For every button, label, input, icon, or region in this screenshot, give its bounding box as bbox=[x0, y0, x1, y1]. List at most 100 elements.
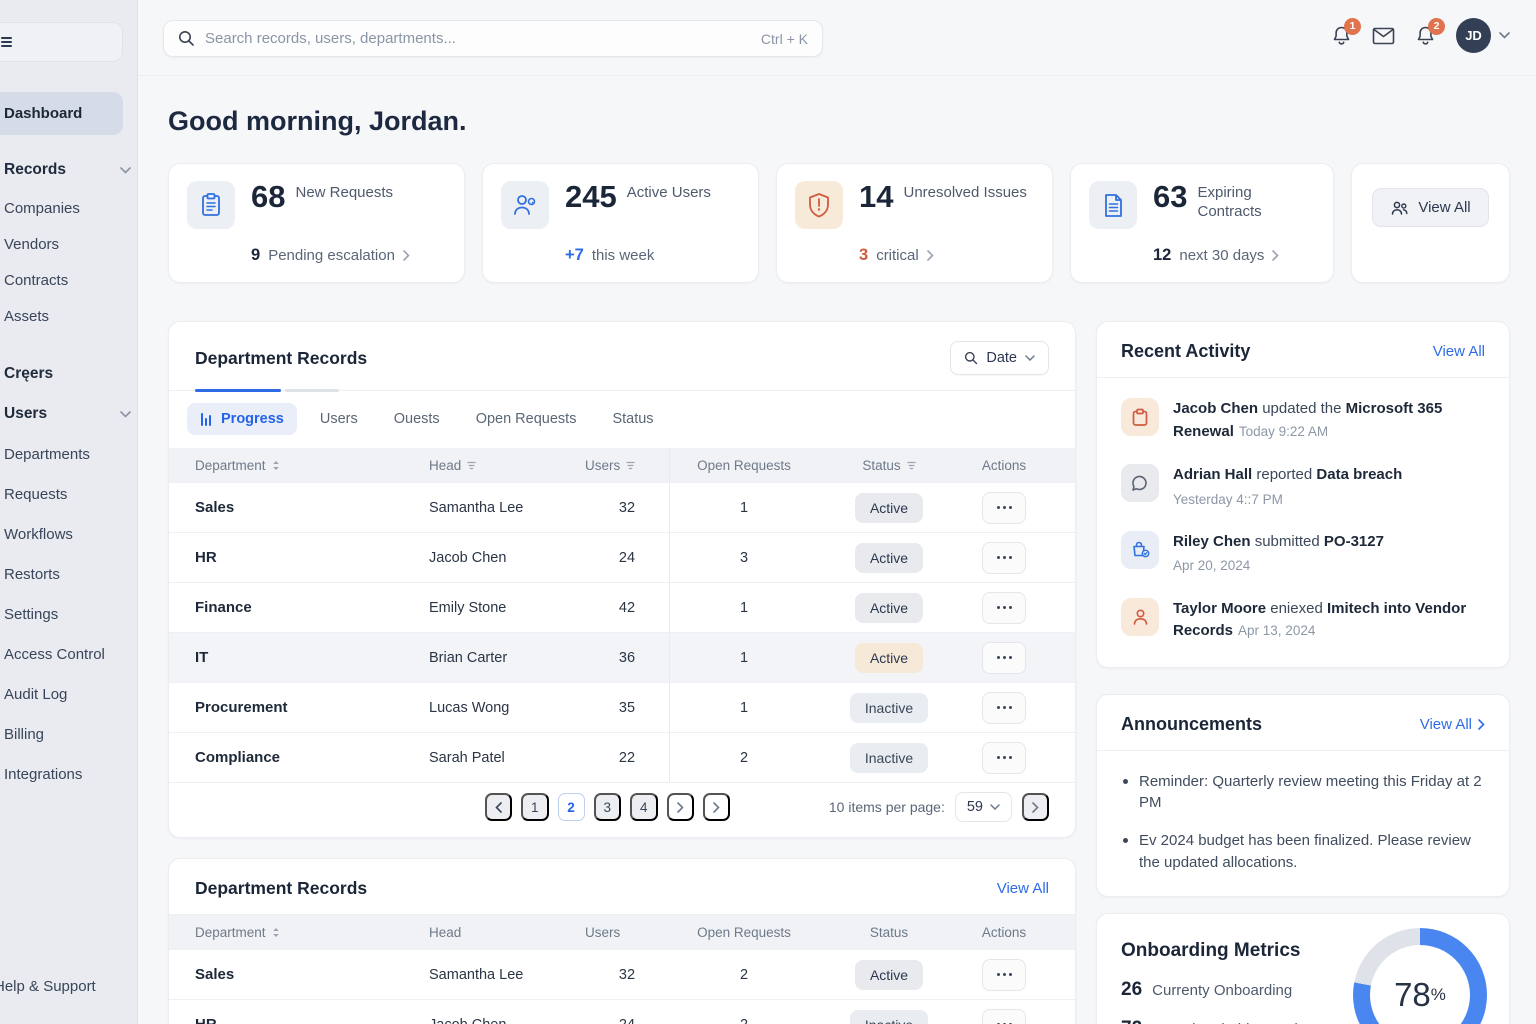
sidebar-brand-box[interactable] bbox=[0, 22, 123, 62]
chevron-right-icon bbox=[1478, 718, 1485, 730]
view-all-link[interactable]: View All bbox=[1432, 343, 1485, 360]
row-actions-button[interactable] bbox=[982, 541, 1026, 574]
status-badge: Inactive bbox=[849, 692, 929, 723]
search-input[interactable] bbox=[205, 30, 751, 47]
tab-status[interactable]: Status bbox=[612, 411, 654, 427]
sidebar-item-dashboard[interactable]: Dashboard bbox=[0, 92, 123, 135]
column-header-status[interactable]: Status bbox=[869, 924, 909, 940]
chevron-down-icon bbox=[1499, 32, 1510, 39]
document-icon bbox=[1089, 181, 1137, 229]
row-actions-button[interactable] bbox=[982, 741, 1026, 774]
table-row[interactable]: Compliance Sarah Patel 22 2 Inactive bbox=[169, 732, 1075, 782]
table-row[interactable]: Sales Samantha Lee 32 1 Active bbox=[169, 482, 1075, 532]
sidebar-item-help-support[interactable]: Help & Support bbox=[0, 978, 96, 995]
row-actions-button[interactable] bbox=[982, 641, 1026, 674]
announcement-item: Reminder: Quarterly review meeting this … bbox=[1121, 771, 1485, 815]
page-forward-button[interactable] bbox=[1022, 793, 1049, 821]
menu-icon bbox=[1, 35, 12, 49]
table-row[interactable]: Sales Samantha Lee 32 2 Active bbox=[169, 949, 1075, 999]
table-row[interactable]: Procurement Lucas Wong 35 1 Inactive bbox=[169, 682, 1075, 732]
onboarding-metrics-panel: Onboarding Metrics 26 Currenty Onboardin… bbox=[1096, 912, 1510, 1024]
activity-time: Apr 20, 2024 bbox=[1173, 558, 1251, 574]
sidebar-item-billing[interactable]: Billing bbox=[4, 725, 45, 743]
column-header-head[interactable]: Head bbox=[429, 458, 585, 473]
sidebar-item-companies[interactable]: Companies bbox=[4, 199, 80, 217]
mail-button[interactable] bbox=[1372, 27, 1395, 45]
pagination-page-button[interactable]: 4 bbox=[630, 793, 658, 821]
stat-sublink-pending-escalation[interactable]: 9 Pending escalation bbox=[251, 246, 446, 265]
tab-open-requests[interactable]: Open Requests bbox=[475, 411, 577, 427]
row-actions-button[interactable] bbox=[982, 1008, 1026, 1024]
sidebar-item-restorts[interactable]: Restorts bbox=[4, 565, 60, 583]
column-header-department[interactable]: Department bbox=[195, 925, 429, 940]
sidebar-item-records[interactable]: Records bbox=[4, 150, 131, 190]
sidebar-item-vendors[interactable]: Vendors bbox=[4, 235, 60, 253]
column-header-users[interactable]: Users bbox=[585, 924, 621, 940]
tab-ouests[interactable]: Ouests bbox=[393, 411, 440, 427]
view-all-button[interactable]: View All bbox=[1372, 188, 1489, 227]
sidebar-item-departments[interactable]: Departments bbox=[4, 445, 90, 463]
view-all-link[interactable]: View All bbox=[1420, 716, 1485, 733]
tab-users[interactable]: Users bbox=[319, 411, 358, 427]
pagination-page-button[interactable]: 3 bbox=[593, 793, 622, 821]
stat-value: 245 bbox=[565, 179, 617, 214]
stat-label: Expiring Contracts bbox=[1197, 184, 1262, 220]
panel-title: Department Records bbox=[195, 878, 368, 898]
status-badge: Active bbox=[854, 592, 924, 623]
sidebar-item-requests[interactable]: Requests bbox=[4, 485, 68, 503]
activity-item[interactable]: Adrian Hall reported Data breach Yesterda… bbox=[1097, 453, 1509, 520]
row-actions-button[interactable] bbox=[982, 491, 1026, 524]
column-header-actions: Actions bbox=[981, 457, 1027, 473]
activity-item[interactable]: Taylor Moore eniexed Imitech into Vendor… bbox=[1097, 587, 1509, 653]
stat-label: Unresolved Issues bbox=[903, 184, 1027, 201]
table-row[interactable]: HR Jacob Chen 24 3 Active bbox=[169, 532, 1075, 582]
column-header-department[interactable]: Department bbox=[195, 458, 429, 473]
row-actions-button[interactable] bbox=[982, 591, 1026, 624]
page-size-select[interactable]: 59 bbox=[954, 792, 1012, 822]
announcement-item: Ev 2024 budget has been finalized. Pleas… bbox=[1121, 830, 1485, 874]
column-header-users[interactable]: Users bbox=[585, 458, 669, 473]
notification-badge: 1 bbox=[1344, 17, 1361, 35]
search-bar[interactable]: Ctrl + K bbox=[163, 20, 823, 57]
department-records-panel-2: Department Records View All Department H… bbox=[168, 858, 1076, 1024]
pagination-next-button[interactable] bbox=[666, 793, 694, 821]
pagination-last-button[interactable] bbox=[702, 793, 730, 821]
date-filter-button[interactable]: Date bbox=[950, 341, 1049, 375]
tab-progress[interactable]: Progress bbox=[187, 403, 297, 435]
users-icon bbox=[1390, 200, 1409, 216]
sidebar-item-creers[interactable]: Cręers bbox=[4, 365, 54, 382]
notification-bell-button[interactable]: 1 bbox=[1331, 17, 1361, 47]
chevron-right-icon bbox=[926, 250, 934, 261]
pagination-page-button[interactable]: 1 bbox=[521, 793, 549, 821]
column-header-head[interactable]: Head bbox=[429, 924, 462, 940]
pagination-page-button-current[interactable]: 2 bbox=[557, 793, 585, 821]
activity-item[interactable]: Jacob Chen updated the Microsoft 365 Ren… bbox=[1097, 387, 1509, 453]
column-header-open-requests[interactable]: Open Requests bbox=[697, 457, 791, 473]
stat-sublink-next-30-days[interactable]: 12 next 30 days bbox=[1153, 246, 1315, 265]
chat-bubble-icon bbox=[1121, 464, 1159, 502]
view-all-link[interactable]: View All bbox=[996, 880, 1049, 897]
table-row[interactable]: IT Brian Carter 36 1 Active bbox=[169, 632, 1075, 682]
user-menu[interactable]: JD bbox=[1456, 18, 1510, 53]
pagination-prev-button[interactable] bbox=[485, 793, 512, 821]
row-actions-button[interactable] bbox=[982, 691, 1026, 724]
purchase-order-icon bbox=[1121, 530, 1159, 569]
sidebar-item-workflows[interactable]: Workflows bbox=[4, 525, 73, 543]
sidebar-item-audit-log[interactable]: Audit Log bbox=[4, 685, 68, 703]
table-row[interactable]: Finance Emily Stone 42 1 Active bbox=[169, 582, 1075, 632]
stat-sublink-critical[interactable]: 3 critical bbox=[859, 246, 1034, 265]
column-header-open-requests[interactable]: Open Requests bbox=[697, 924, 791, 940]
sidebar-item-integrations[interactable]: Integrations bbox=[4, 765, 83, 783]
sidebar-item-access-control[interactable]: Access Control bbox=[4, 645, 105, 663]
table-row[interactable]: HR Jacob Chen 24 2 Inactive bbox=[169, 999, 1075, 1024]
row-actions-button[interactable] bbox=[982, 958, 1026, 991]
sidebar-item-users[interactable]: Users bbox=[4, 394, 131, 434]
search-icon bbox=[964, 351, 978, 365]
sidebar-item-assets[interactable]: Assets bbox=[4, 307, 50, 325]
status-badge: Active bbox=[854, 492, 924, 523]
alerts-bell-button[interactable]: 2 bbox=[1415, 17, 1445, 47]
column-header-status[interactable]: Status bbox=[819, 458, 959, 473]
sidebar-item-settings[interactable]: Settings bbox=[4, 605, 59, 623]
sidebar-item-contracts[interactable]: Contracts bbox=[4, 271, 69, 289]
activity-item[interactable]: Riley Chen submitted PO-3127 Apr 20, 2024 bbox=[1097, 520, 1509, 587]
